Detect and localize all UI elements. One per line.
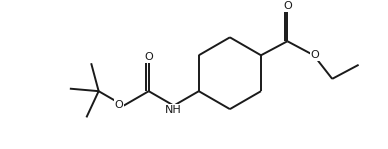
Text: O: O	[114, 100, 123, 110]
Text: O: O	[144, 52, 153, 62]
Text: O: O	[310, 50, 319, 60]
Text: NH: NH	[165, 105, 181, 115]
Text: O: O	[283, 1, 292, 11]
